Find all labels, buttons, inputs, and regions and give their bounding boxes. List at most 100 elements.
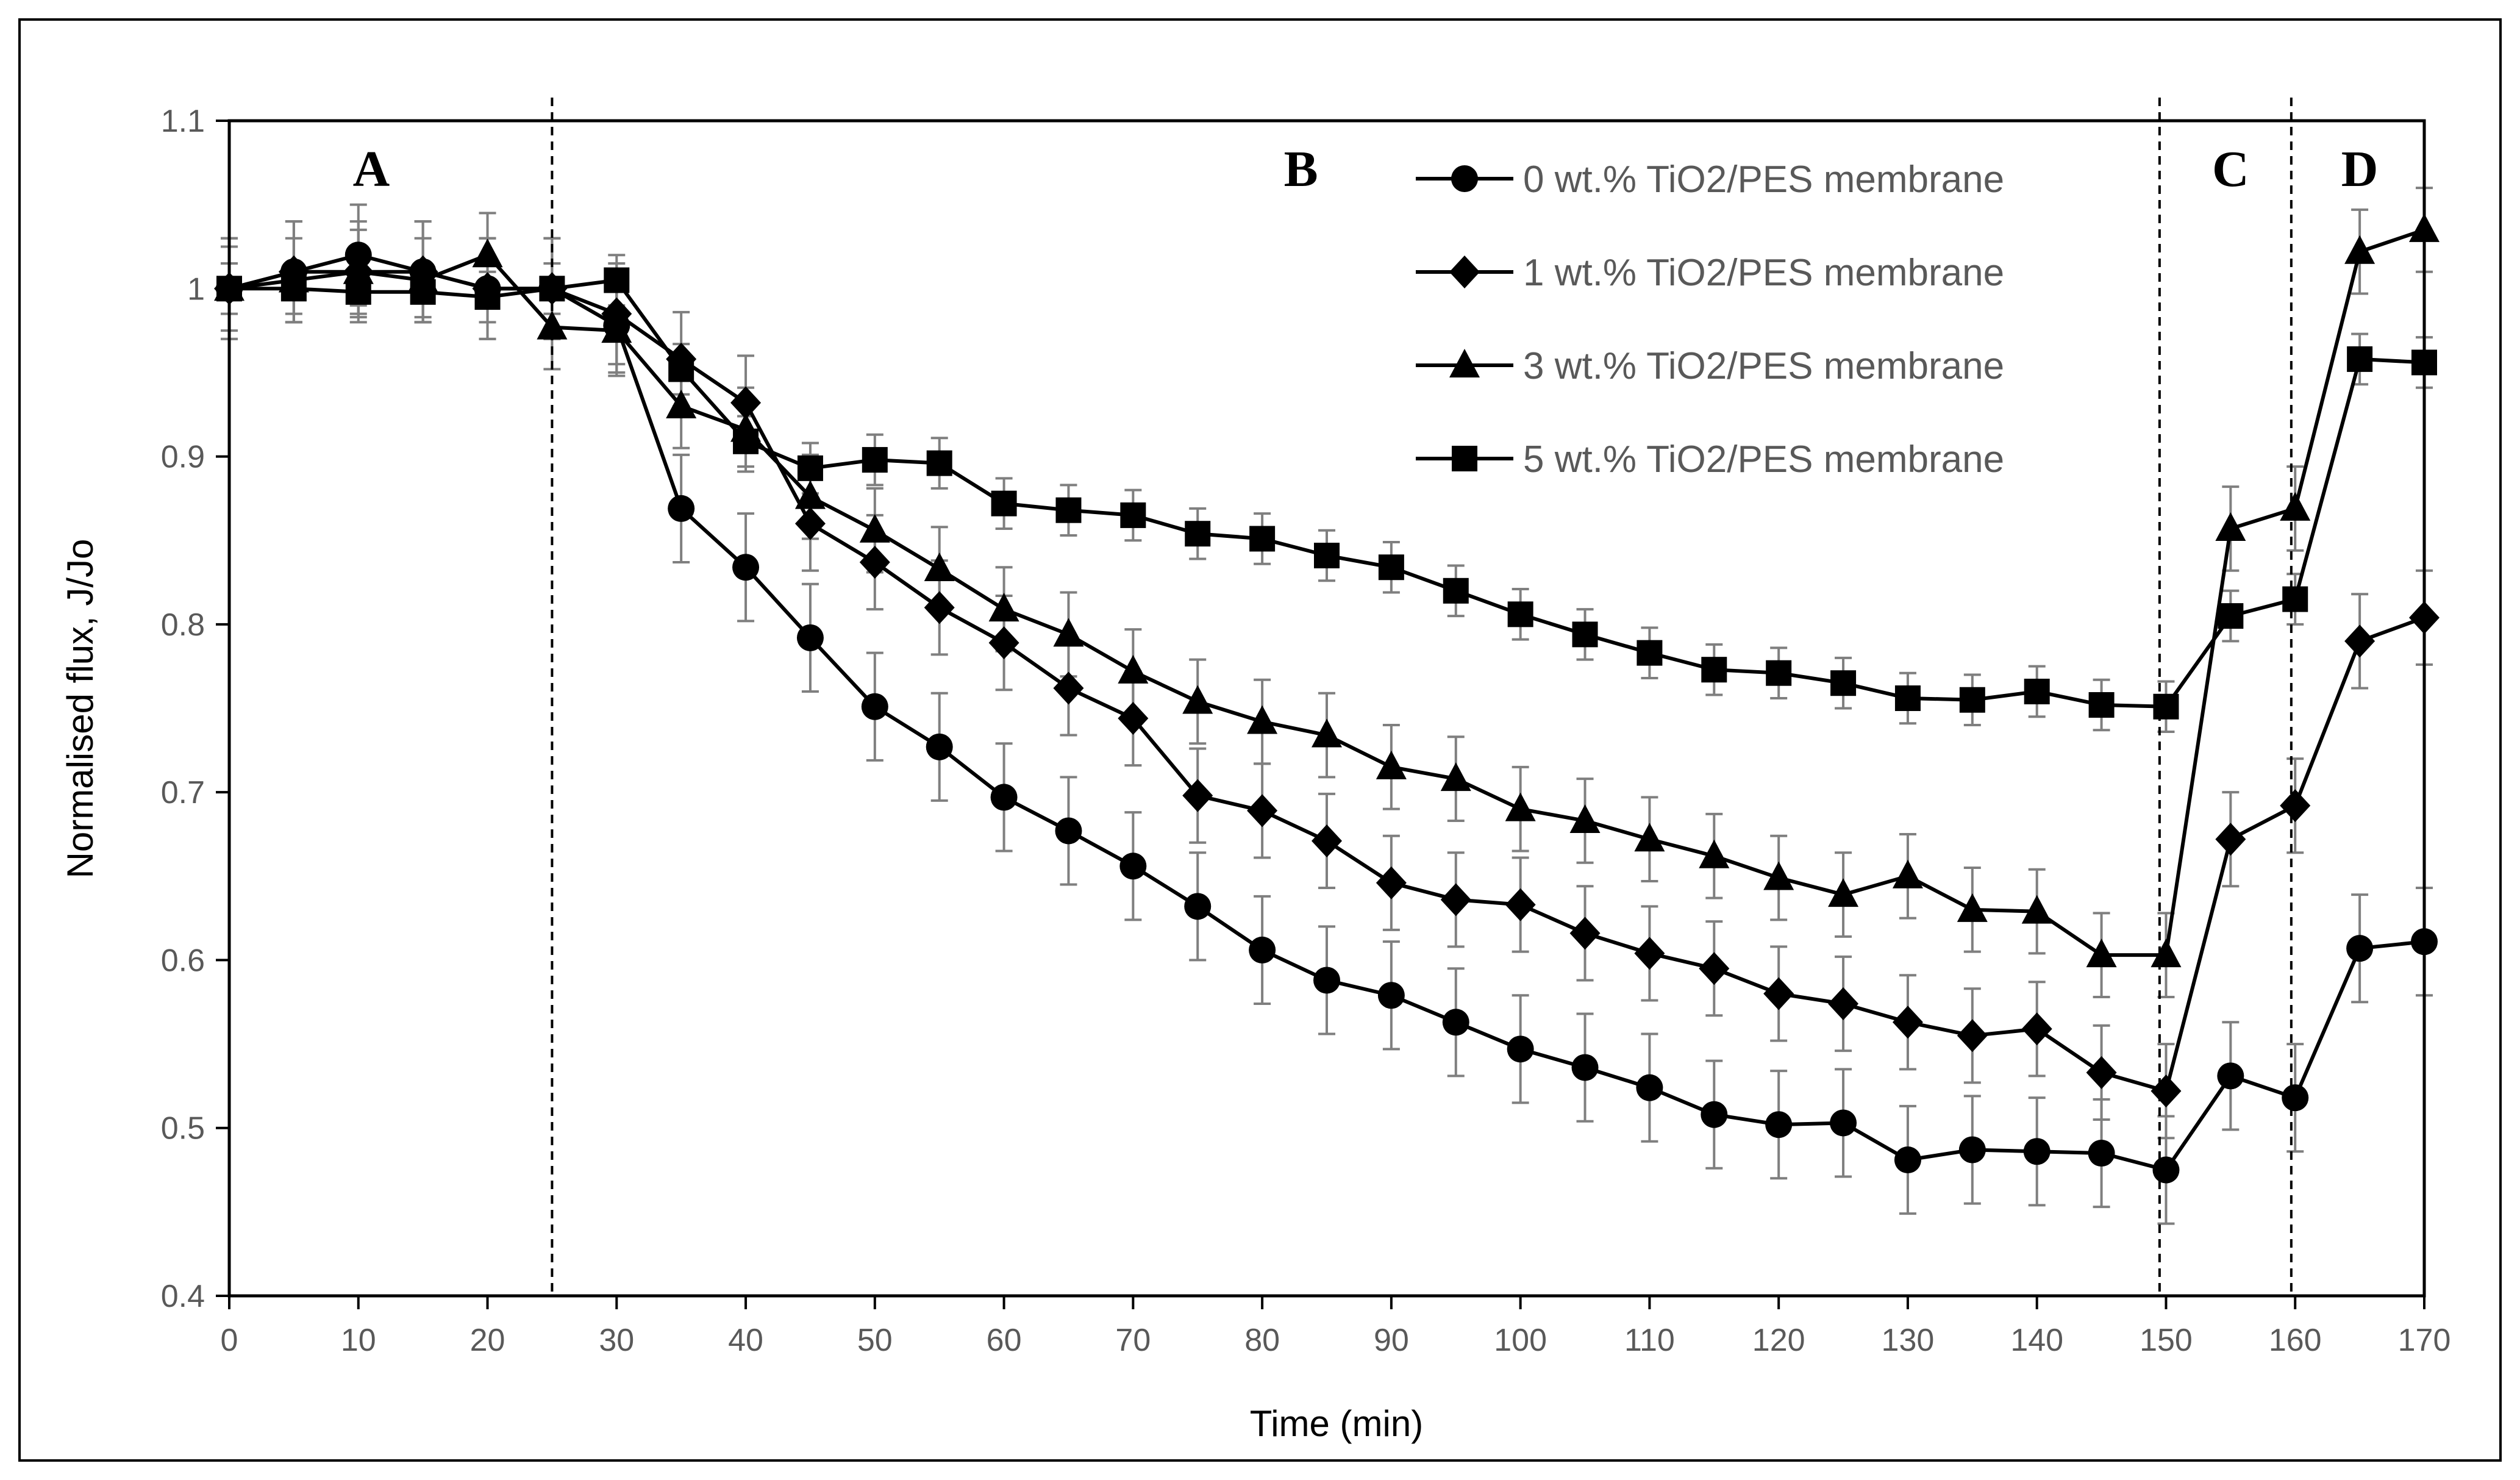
data-point (1634, 823, 1665, 852)
data-point (1957, 1019, 1988, 1053)
data-point (1634, 937, 1665, 970)
region-labels: A B C D (353, 141, 2379, 198)
data-point (988, 626, 1019, 660)
data-point (1055, 497, 1082, 523)
data-point (1053, 671, 1084, 705)
data-point (1314, 542, 1340, 568)
tick-labels: 0 10 20 30 40 50 60 70 80 90 100 110 120 130 140 150 160… (161, 104, 2451, 1358)
data-point (2346, 935, 2374, 962)
data-point (2282, 586, 2308, 612)
region-label-a: A (353, 141, 390, 198)
data-point (861, 693, 888, 720)
x-tick-label: 80 (1244, 1323, 1280, 1358)
data-point (1636, 1074, 1663, 1101)
data-point (668, 495, 695, 522)
data-point (2218, 603, 2244, 629)
data-point (1118, 654, 1149, 684)
data-point (1376, 750, 1407, 779)
data-point (1958, 1136, 1986, 1164)
data-point (1763, 861, 1794, 890)
x-tick-label: 120 (1752, 1323, 1805, 1358)
legend-marker (1449, 256, 1480, 288)
x-tick-label: 160 (2269, 1323, 2322, 1358)
data-point (1828, 878, 1859, 907)
data-point (2021, 1012, 2052, 1046)
data-point (343, 255, 374, 284)
legend-marker (1449, 349, 1480, 377)
data-point (1765, 1111, 1793, 1139)
data-point (1055, 817, 1082, 845)
data-point (1118, 702, 1149, 735)
data-point (1701, 657, 1727, 683)
data-point (1440, 762, 1471, 792)
data-point (1892, 859, 1923, 888)
x-tick-label: 170 (2398, 1323, 2451, 1358)
data-point (2344, 624, 2375, 658)
x-tick-label: 90 (1374, 1323, 1409, 1358)
data-point (1312, 824, 1342, 857)
data-point (1053, 618, 1084, 647)
data-point (1637, 640, 1663, 666)
data-point (1312, 718, 1342, 748)
data-point (1959, 687, 1985, 713)
y-tick-label: 1 (187, 271, 205, 307)
axes (216, 119, 2426, 1309)
x-tick-label: 130 (1882, 1323, 1935, 1358)
legend-label: 0 wt.% TiO2/PES membrane (1523, 159, 2004, 201)
data-point (732, 554, 760, 581)
x-tick-label: 20 (470, 1323, 505, 1358)
data-point (1377, 982, 1405, 1009)
data-point (2280, 789, 2311, 823)
legend-marker (1451, 165, 1478, 192)
data-point (1376, 866, 1407, 899)
data-point (2215, 823, 2246, 856)
data-point (991, 490, 1017, 517)
data-point (1505, 792, 1536, 821)
y-tick-label: 0.9 (161, 440, 205, 475)
y-tick-label: 0.5 (161, 1111, 205, 1146)
data-point (1830, 1109, 1857, 1137)
data-point (1699, 839, 1730, 868)
x-tick-label: 60 (987, 1323, 1022, 1358)
y-tick-label: 0.4 (161, 1279, 205, 1314)
data-point (2088, 692, 2115, 718)
data-point (2151, 938, 2182, 968)
data-point (859, 546, 890, 579)
data-point (862, 447, 888, 473)
data-point (1763, 977, 1794, 1010)
series-markers (214, 213, 2440, 1184)
data-point (859, 513, 890, 543)
legend-marker (1452, 446, 1477, 471)
x-tick-label: 110 (1624, 1323, 1675, 1358)
data-point (926, 733, 953, 760)
data-point (988, 593, 1019, 622)
data-point (1894, 1146, 1921, 1174)
data-point (1185, 521, 1211, 547)
data-point (2347, 346, 2373, 372)
legend-label: 3 wt.% TiO2/PES membrane (1523, 345, 2004, 387)
data-point (666, 389, 697, 418)
data-point (1830, 670, 1857, 696)
data-point (2217, 1062, 2244, 1090)
data-point (1184, 893, 1212, 920)
data-point (1247, 794, 1278, 828)
data-point (2086, 938, 2117, 968)
x-tick-label: 10 (341, 1323, 376, 1358)
y-tick-label: 0.6 (161, 943, 205, 978)
data-point (1699, 952, 1730, 985)
data-point (1442, 1009, 1469, 1036)
legend-label: 5 wt.% TiO2/PES membrane (1523, 438, 2004, 481)
x-tick-label: 100 (1494, 1323, 1547, 1358)
y-axis-title: Normalised flux, J/Jo (60, 539, 101, 879)
data-point (604, 267, 630, 293)
data-point (1378, 554, 1404, 581)
data-point (1247, 705, 1278, 734)
data-point (1120, 502, 1146, 528)
data-point (1505, 888, 1536, 921)
region-label-c: C (2212, 141, 2249, 198)
data-point (2344, 235, 2375, 264)
data-point (2215, 512, 2246, 541)
data-point (2151, 1074, 2182, 1108)
legend: 0 wt.% TiO2/PES membrane 1 wt.% TiO2/PES … (1416, 159, 2004, 481)
